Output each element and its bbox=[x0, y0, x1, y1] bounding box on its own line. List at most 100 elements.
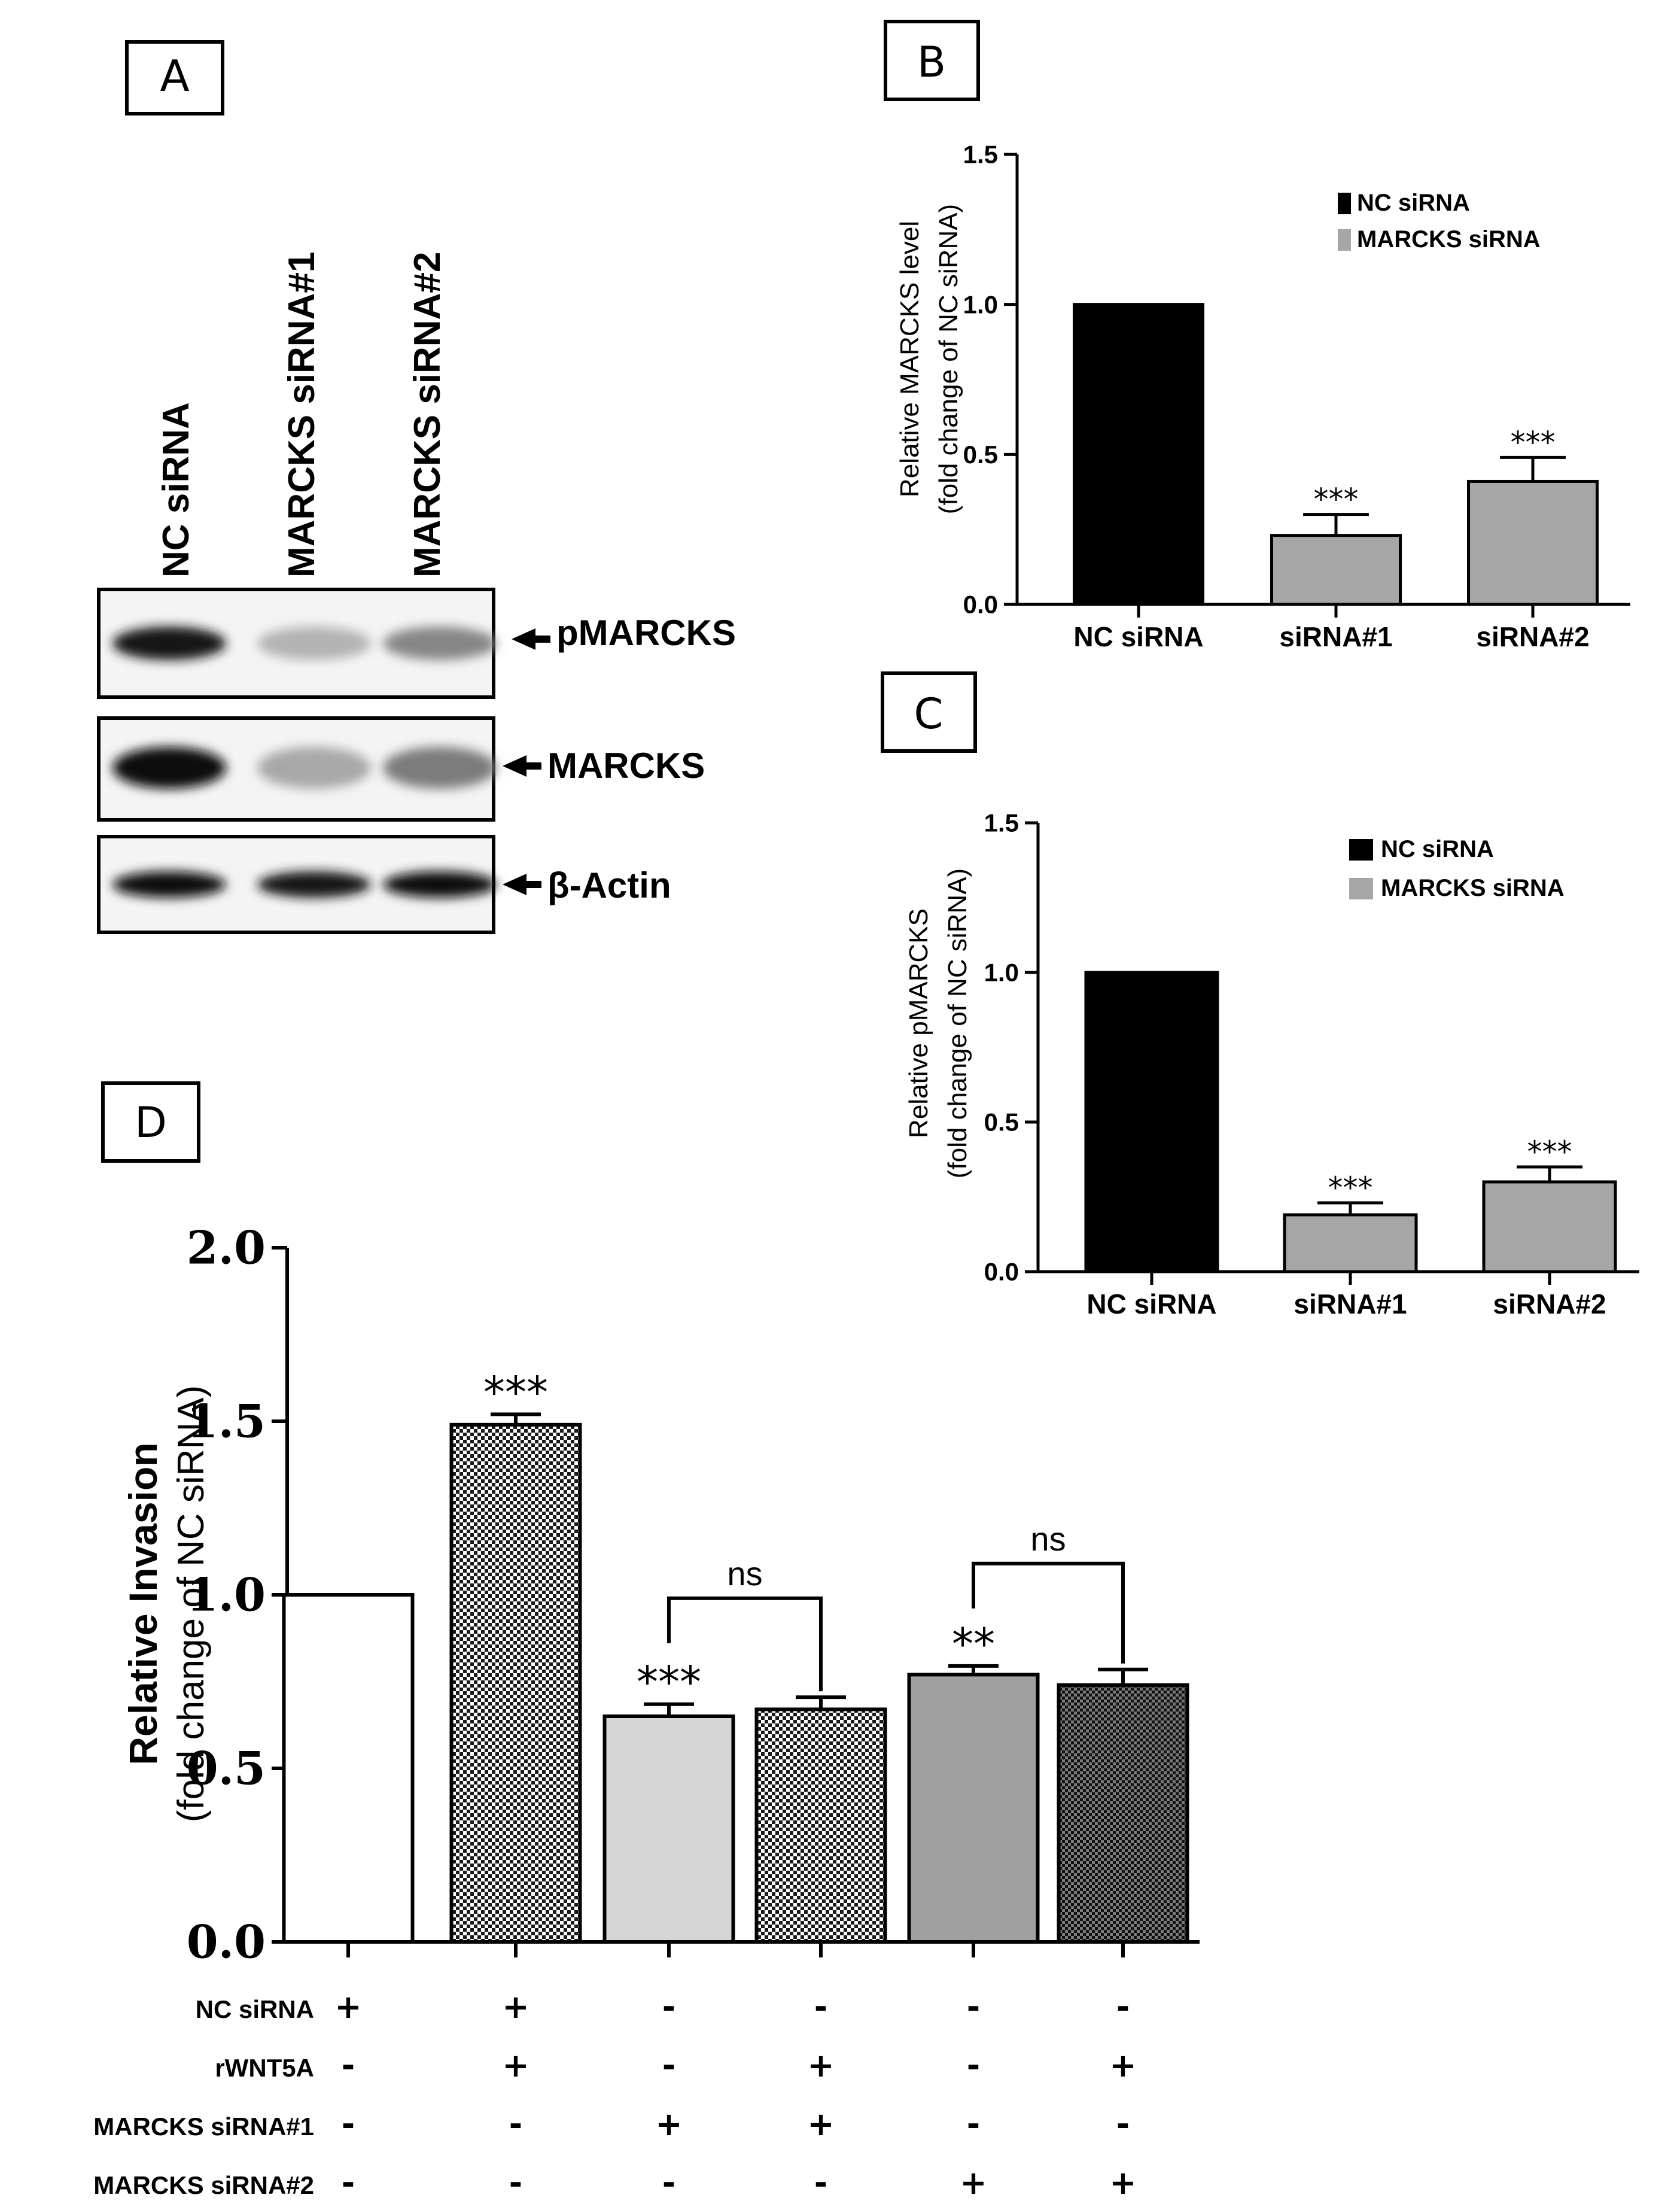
blot-label-marcks: MARCKS bbox=[547, 746, 705, 786]
chart-c-legend: NC siRNA MARCKS siRNA bbox=[1349, 836, 1565, 901]
chart-c: C Relative pMARCKS (fold change of NC si… bbox=[881, 671, 1639, 1320]
chart-d: D Relative Invasion (fold change of NC s… bbox=[93, 1081, 1200, 2202]
comparison-bracket bbox=[667, 1596, 823, 1692]
condition-sign: - bbox=[967, 1988, 980, 2026]
blot-band bbox=[257, 627, 371, 660]
condition-label: MARCKS siRNA#1 bbox=[93, 2112, 314, 2141]
condition-sign: + bbox=[1109, 2047, 1136, 2084]
legend-swatch-marcks bbox=[1349, 878, 1373, 899]
chart-b-ylabel-2: (fold change of NC siRNA) bbox=[934, 204, 963, 514]
blot-band bbox=[383, 627, 497, 660]
condition-sign: - bbox=[342, 2047, 355, 2084]
arrow-icon bbox=[512, 628, 550, 650]
comparison-label: ns bbox=[1030, 1520, 1066, 1558]
condition-label: rWNT5A bbox=[215, 2054, 314, 2082]
chart-c-ylabel-2: (fold change of NC siRNA) bbox=[943, 868, 972, 1178]
blot-band bbox=[112, 747, 226, 789]
condition-sign: + bbox=[960, 2164, 987, 2202]
x-category-label: NC siRNA bbox=[1086, 1288, 1216, 1320]
lane-label-sirna1: MARCKS siRNA#1 bbox=[281, 252, 322, 577]
bar bbox=[602, 1714, 735, 1944]
legend-swatch-nc bbox=[1349, 839, 1373, 861]
bar bbox=[754, 1707, 887, 1944]
y-tick-label: 0.5 bbox=[984, 1108, 1019, 1136]
y-tick-label: 1.5 bbox=[984, 809, 1019, 837]
blot-marcks: MARCKS bbox=[97, 716, 705, 822]
x-category-label: siRNA#1 bbox=[1294, 1288, 1407, 1320]
blot-actin: β-Actin bbox=[97, 835, 671, 934]
condition-sign: - bbox=[662, 1988, 675, 2026]
legend-label-marcks: MARCKS siRNA bbox=[1357, 226, 1541, 253]
y-tick-label: 2.0 bbox=[187, 1221, 266, 1275]
bar bbox=[449, 1422, 582, 1944]
bar bbox=[1084, 971, 1219, 1273]
y-tick-label: 0.5 bbox=[187, 1742, 266, 1795]
significance-label: *** bbox=[483, 1367, 548, 1417]
y-tick-label: 0.5 bbox=[963, 440, 998, 469]
condition-sign: - bbox=[662, 2164, 675, 2202]
condition-sign: - bbox=[814, 1988, 827, 2026]
y-tick-label: 0.0 bbox=[187, 1916, 266, 1969]
condition-sign: - bbox=[509, 2105, 522, 2143]
blot-band bbox=[257, 871, 371, 898]
chart-b-legend: NC siRNA MARCKS siRNA bbox=[1338, 190, 1541, 253]
x-category-label: NC siRNA bbox=[1073, 621, 1203, 652]
legend-label-nc: NC siRNA bbox=[1381, 836, 1494, 862]
panel-c-letter-box bbox=[881, 671, 977, 753]
y-tick-label: 1.5 bbox=[187, 1395, 266, 1448]
condition-label: MARCKS siRNA#2 bbox=[93, 2171, 314, 2199]
panel-a-western-blot: A NC siRNA MARCKS siRNA#1 MARCKS siRNA#2… bbox=[97, 40, 736, 934]
condition-sign: - bbox=[509, 2164, 522, 2202]
significance-label: *** bbox=[1527, 1135, 1572, 1169]
panel-b-letter: B bbox=[917, 38, 946, 87]
x-category-label: siRNA#1 bbox=[1279, 621, 1392, 652]
legend-swatch-nc bbox=[1338, 193, 1351, 214]
blot-label-pmarcks: pMARCKS bbox=[556, 613, 736, 653]
bar bbox=[1482, 1180, 1617, 1273]
condition-sign: + bbox=[334, 1988, 361, 2026]
bar bbox=[1283, 1213, 1418, 1273]
panel-d-letter: D bbox=[135, 1098, 167, 1147]
condition-sign: - bbox=[814, 2164, 827, 2202]
panel-d-letter-box bbox=[101, 1081, 200, 1163]
chart-d-ylabel-2: (fold change of NC siRNA) bbox=[171, 1385, 212, 1823]
legend-label-nc: NC siRNA bbox=[1357, 190, 1470, 216]
significance-label: *** bbox=[1511, 425, 1556, 460]
bar bbox=[1270, 534, 1402, 606]
bar bbox=[1467, 479, 1599, 606]
condition-sign: + bbox=[807, 2047, 834, 2084]
condition-sign: - bbox=[967, 2047, 980, 2084]
bar bbox=[282, 1593, 415, 1944]
blot-label-actin: β-Actin bbox=[547, 865, 671, 905]
blot-band bbox=[383, 747, 497, 789]
y-tick-label: 0.0 bbox=[984, 1258, 1019, 1286]
bar bbox=[1057, 1683, 1189, 1944]
legend-label-marcks: MARCKS siRNA bbox=[1381, 875, 1565, 901]
y-tick-label: 1.0 bbox=[963, 290, 998, 318]
panel-c-letter: C bbox=[914, 689, 944, 738]
comparison-bracket bbox=[972, 1561, 1125, 1664]
x-category-label: siRNA#2 bbox=[1493, 1288, 1606, 1320]
blot-band bbox=[383, 871, 497, 898]
panel-b-letter-box bbox=[884, 20, 980, 101]
panel-a-letter: A bbox=[160, 51, 189, 101]
blot-band bbox=[112, 871, 226, 898]
condition-sign: - bbox=[1116, 2105, 1130, 2143]
chart-b-ylabel: Relative MARCKS level bbox=[895, 221, 924, 497]
chart-d-ylabel: Relative Invasion bbox=[121, 1442, 165, 1765]
y-tick-label: 1.0 bbox=[984, 959, 1019, 987]
condition-label: NC siRNA bbox=[196, 1995, 314, 2023]
condition-sign: + bbox=[807, 2105, 834, 2143]
condition-sign: + bbox=[502, 1988, 529, 2026]
arrow-icon bbox=[503, 874, 541, 895]
condition-sign: - bbox=[967, 2105, 980, 2143]
chart-b: B Relative MARCKS level (fold change of … bbox=[884, 20, 1630, 652]
chart-c-ylabel: Relative pMARCKS bbox=[904, 908, 933, 1138]
lane-label-nc: NC siRNA bbox=[156, 402, 197, 577]
y-tick-label: 0.0 bbox=[963, 591, 998, 619]
bar bbox=[1073, 303, 1204, 606]
bar bbox=[907, 1673, 1040, 1944]
y-tick-label: 1.5 bbox=[963, 141, 998, 169]
significance-label: *** bbox=[637, 1657, 701, 1707]
